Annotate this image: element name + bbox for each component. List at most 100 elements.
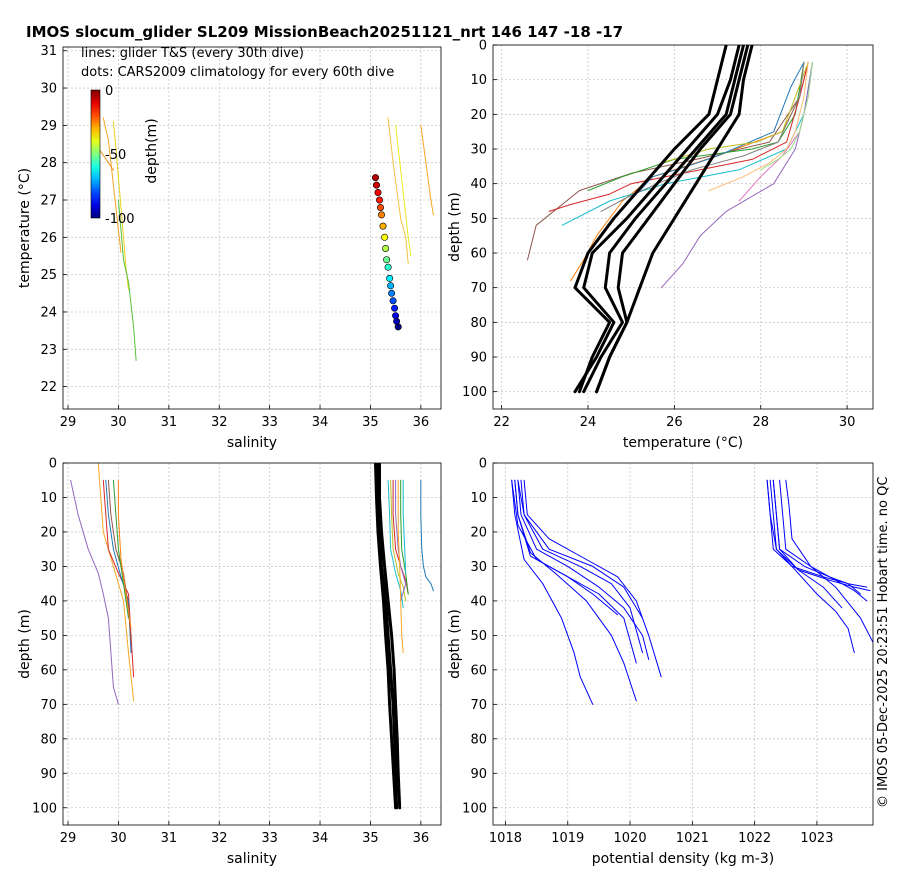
x-axis-label: temperature (°C) (623, 435, 743, 451)
y-tick-label: 100 (462, 385, 487, 400)
y-tick-label: 28 (40, 156, 57, 171)
climatology-dot (387, 282, 395, 290)
y-tick-label: 25 (40, 268, 57, 283)
y-tick-label: 80 (470, 732, 487, 747)
series-line-ts3 (117, 199, 137, 361)
y-tick-label: 90 (40, 767, 57, 782)
y-tick-label: 27 (40, 194, 57, 209)
y-tick-label: 29 (40, 119, 57, 134)
series-line-ts1 (102, 117, 122, 253)
y-tick-label: 50 (40, 629, 57, 644)
y-tick-label: 0 (479, 457, 487, 472)
series-line-clim2 (573, 45, 728, 394)
x-tick-label: 31 (161, 415, 178, 430)
x-tick-label: 28 (752, 415, 769, 430)
x-axis-label: salinity (227, 435, 277, 451)
axes-frame (492, 462, 874, 826)
y-tick-label: 70 (470, 281, 487, 296)
series-line-clim1 (573, 45, 741, 394)
climatology-dot (392, 312, 400, 320)
series-line-ts5 (387, 117, 409, 264)
axes-frame (62, 46, 442, 410)
plot-area (493, 45, 873, 409)
series-group (511, 479, 873, 705)
x-tick-label: 30 (110, 415, 127, 430)
y-tick-label: 10 (470, 73, 487, 88)
climatology-dot (383, 256, 391, 264)
x-tick-label: 29 (60, 831, 77, 846)
series-group (95, 117, 434, 361)
copyright-notice: © IMOS 05-Dec-2025 20:23:51 Hobart time.… (876, 477, 891, 808)
colorbar-tick-label: 0 (105, 84, 113, 99)
climatology-dot (371, 174, 379, 182)
series-line-d1 (511, 479, 594, 705)
climatology-dot (381, 233, 389, 241)
y-tick-label: 10 (40, 491, 57, 506)
y-tick-label: 70 (40, 698, 57, 713)
colorbar-label: depth(m) (144, 118, 160, 183)
series-line-sd8 (387, 479, 404, 609)
axes-frame (492, 44, 874, 410)
series-line-clim-sal2 (374, 463, 398, 810)
x-tick-label: 26 (666, 415, 683, 430)
x-tick-label: 33 (261, 831, 278, 846)
series-line-glider10 (600, 61, 805, 212)
y-tick-label: 90 (470, 767, 487, 782)
climatology-dot (379, 222, 387, 230)
x-tick-label: 1022 (738, 831, 771, 846)
y-tick-label: 20 (470, 108, 487, 123)
y-tick-label: 60 (470, 663, 487, 678)
series-line-sd1 (70, 479, 119, 705)
y-axis-label: depth (m) (17, 609, 33, 679)
y-tick-label: 60 (470, 247, 487, 262)
series-line-d3 (517, 479, 650, 660)
y-tick-label: 30 (40, 82, 57, 97)
x-tick-label: 1020 (614, 831, 647, 846)
climatology-dot (384, 263, 392, 271)
series-line-glider8 (660, 61, 809, 164)
y-tick-label: 30 (470, 560, 487, 575)
series-line-sd10 (392, 479, 409, 595)
x-tick-label: 33 (261, 415, 278, 430)
climatology-dot (388, 289, 396, 297)
series-line-sd7 (117, 479, 132, 629)
series-line-sd13 (400, 479, 409, 595)
y-axis-label: temperature (°C) (17, 168, 33, 288)
climatology-dot (394, 323, 402, 331)
y-tick-label: 20 (470, 525, 487, 540)
x-tick-label: 1019 (551, 831, 584, 846)
x-tick-label: 1023 (800, 831, 833, 846)
x-axis-label: potential density (kg m-3) (592, 851, 774, 867)
series-line-clim5 (595, 45, 754, 394)
panel-ts: 29 30 31 32 33 34 35 36 22 23 24 25 26 27 28 29 30 31 sali… (17, 44, 442, 451)
series-line-glider2 (527, 61, 809, 261)
series-line-d14 (772, 479, 843, 609)
y-tick-label: 31 (40, 44, 57, 59)
series-group (70, 463, 434, 810)
series-line-d5 (523, 479, 662, 678)
x-tick-label: 35 (362, 831, 379, 846)
y-tick-label: 24 (40, 305, 57, 320)
y-tick-label: 0 (479, 39, 487, 54)
legend-entry: dots: CARS2009 climatology for every 60t… (81, 65, 394, 80)
y-tick-label: 40 (470, 594, 487, 609)
y-tick-label: 90 (470, 351, 487, 366)
climatology-dot (376, 204, 384, 212)
series-line-d7 (520, 479, 643, 619)
climatology-dot (374, 189, 382, 197)
figure-title: IMOS slocum_glider SL209 MissionBeach202… (26, 23, 623, 41)
y-tick-label: 23 (40, 343, 57, 358)
y-tick-label: 70 (470, 698, 487, 713)
x-tick-label: 32 (211, 415, 228, 430)
x-tick-label: 22 (493, 415, 510, 430)
plot-area (493, 463, 873, 825)
x-tick-label: 24 (580, 415, 597, 430)
y-tick-label: 80 (40, 732, 57, 747)
y-tick-label: 50 (470, 629, 487, 644)
climatology-dot (391, 304, 399, 312)
climatology-dot (372, 181, 380, 189)
y-tick-label: 80 (470, 316, 487, 331)
y-tick-label: 30 (40, 560, 57, 575)
x-tick-label: 1018 (489, 831, 522, 846)
